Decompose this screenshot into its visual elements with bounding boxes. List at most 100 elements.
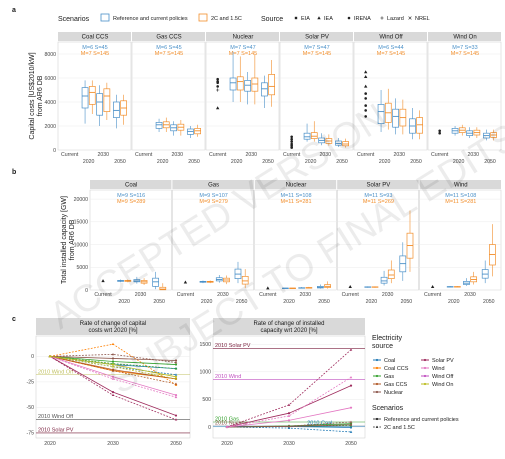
current-marker <box>290 146 293 149</box>
stats-ref: M=7 S=47 <box>304 45 329 51</box>
facet-panel <box>337 189 419 291</box>
current-marker <box>348 285 352 289</box>
panel-title: costs wrt 2020 [%] <box>88 328 137 334</box>
facet-coal-ccs: Coal CCS M=6 S=45M=7 S=145 Current 20202030… <box>57 32 132 165</box>
x-tick-label: Current <box>135 152 153 158</box>
series-point <box>174 377 178 380</box>
x-tick-label: 2050 <box>153 299 165 305</box>
y-tick-label: -75 <box>27 431 35 437</box>
series-point <box>174 375 178 378</box>
box <box>159 286 167 291</box>
current-marker <box>364 104 367 107</box>
legend-c-key-dot <box>375 358 379 362</box>
current-marker <box>438 129 441 133</box>
series-point <box>174 418 178 421</box>
current-marker <box>290 144 293 148</box>
stats-ref: M=11 S=108 <box>445 193 476 199</box>
stats-c2: M=11 S=281 <box>445 199 476 205</box>
x-tick-label: 2050 <box>345 441 357 447</box>
series-point <box>287 412 291 415</box>
current-marker <box>363 75 368 78</box>
legend-c-label: Coal <box>384 358 395 364</box>
x-tick-label: 2020 <box>366 299 378 305</box>
x-tick-label: 2020 <box>157 159 169 165</box>
facet-title: Solar PV <box>305 35 329 41</box>
facet-strip <box>354 32 427 41</box>
x-tick-label: 2050 <box>483 299 495 305</box>
facet-title: Wind <box>454 183 468 189</box>
current-marker <box>438 131 441 135</box>
stats-c2: M=11 S=269 <box>363 199 394 205</box>
current-marker <box>363 84 368 88</box>
facet-strip <box>90 180 172 189</box>
series-point <box>225 425 229 428</box>
y-tick-label: 4000 <box>44 100 56 106</box>
legend-source-marker <box>380 16 384 20</box>
legend-source-label: NREL <box>415 16 430 22</box>
facet-strip <box>428 32 501 41</box>
legend-c2-key <box>198 13 208 22</box>
box <box>268 74 275 96</box>
series-point <box>111 360 115 363</box>
stats-ref: M=11 S=93 <box>364 193 392 199</box>
current-marker <box>290 137 293 141</box>
x-tick-label: Current <box>431 152 449 158</box>
x-tick-label: 2050 <box>336 159 348 165</box>
current-marker <box>216 85 219 88</box>
legend-top: Scenarios Reference and current policies… <box>58 13 430 23</box>
current-marker <box>290 142 293 146</box>
x-tick-label: Current <box>177 292 195 298</box>
x-tick-label: 2020 <box>44 441 56 447</box>
x-tick-label: Current <box>94 292 112 298</box>
panel-title: Rate of change of capital <box>80 321 146 327</box>
facet-panel <box>131 41 206 151</box>
stats-c2: M=7 S=145 <box>229 51 257 57</box>
y-tick-label: 8000 <box>44 52 56 58</box>
legend-source-title: Source <box>261 16 283 23</box>
panel-tag-c: c <box>12 316 16 323</box>
box <box>310 132 318 139</box>
series-point <box>111 342 115 346</box>
y-axis-label: Total installed capacity [GW]from AR6 DB <box>61 196 76 284</box>
facet-title: Coal <box>125 183 137 189</box>
facet-panel <box>254 189 337 291</box>
series-point <box>111 365 115 368</box>
reference-label: 2010 Wind Off <box>38 414 74 420</box>
y-axis-label: Capital costs [US$2010/kW]from AR6 DB <box>29 52 44 139</box>
stats-c2: M=7 S=145 <box>155 51 183 57</box>
facet-solar-pv: Solar PV M=7 S=47M=7 S=145 Current 20202030… <box>279 32 354 165</box>
current-marker <box>215 106 220 110</box>
box <box>380 276 388 284</box>
series-point <box>287 424 291 428</box>
facet-strip <box>280 32 353 41</box>
legend-c-label: Wind <box>432 366 445 372</box>
legend-c-key-dot <box>375 390 379 394</box>
stats-c2: M=7 S=145 <box>451 51 479 57</box>
current-marker <box>290 135 293 139</box>
x-tick-label: 2030 <box>135 292 147 298</box>
legend-c-c2-label: 2C and 1.5C <box>384 425 415 431</box>
x-tick-label: 2050 <box>410 159 422 165</box>
series-point <box>174 414 178 417</box>
y-axis-label-line: Capital costs [US$2010/kW] <box>29 52 36 139</box>
legend-c-key-dot <box>423 358 427 362</box>
series-point <box>287 426 291 429</box>
x-tick-label: 2050 <box>318 299 330 305</box>
x-tick-label: 2030 <box>217 292 229 298</box>
series-point <box>174 363 178 366</box>
y-tick-label: 1500 <box>199 342 211 348</box>
series-point <box>349 406 353 409</box>
x-tick-label: 2030 <box>464 292 476 298</box>
x-tick-label: Current <box>283 152 301 158</box>
y-tick-label: 10000 <box>74 242 89 248</box>
y-axis-label-line: from AR6 DB <box>69 219 76 260</box>
facet-title: Gas CCS <box>156 35 181 41</box>
legend-source-label: IRENA <box>354 16 371 22</box>
x-tick-label: 2030 <box>467 152 479 158</box>
facet-title: Wind Off <box>379 35 403 41</box>
legend-c-key-dot <box>423 382 427 386</box>
x-tick-label: 2030 <box>393 152 405 158</box>
